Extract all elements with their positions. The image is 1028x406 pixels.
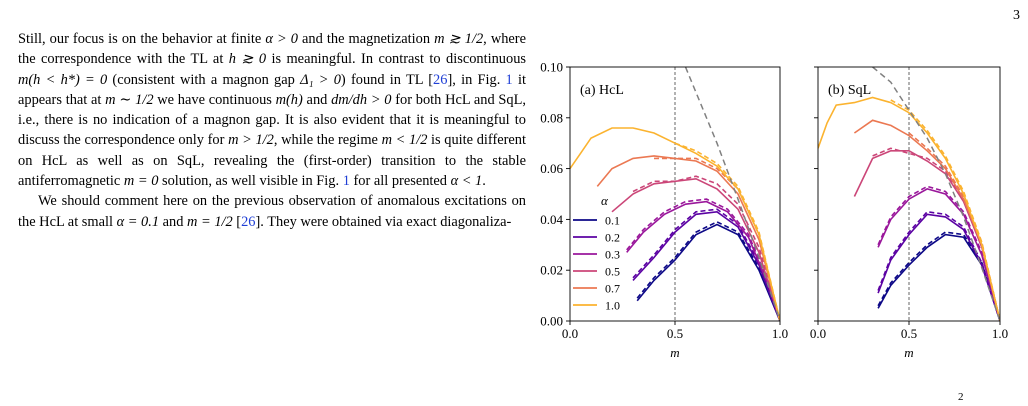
series-line-dashed <box>626 198 780 321</box>
y-tick-label: 0.08 <box>540 110 563 125</box>
math-expression: α < 1 <box>450 173 483 190</box>
math-expression: Δ₁ > 0 <box>300 71 341 88</box>
series-line-dashed <box>632 175 780 321</box>
x-tick-label: 1.0 <box>992 326 1008 341</box>
panel-label: (a) HcL <box>580 83 624 98</box>
text-run: is quite different on HcL as well as on … <box>18 132 526 190</box>
reference-link[interactable]: 26 <box>241 213 256 230</box>
text-run: for all presented <box>349 173 451 190</box>
page-number: 3 <box>1013 8 1020 23</box>
series-line-dashed <box>877 185 1000 321</box>
x-tick-label: 0.0 <box>810 326 826 341</box>
x-tick-label: 1.0 <box>772 326 788 341</box>
series-line-reference <box>684 67 780 321</box>
series-line-solid <box>570 127 780 321</box>
text-run: and <box>302 91 332 108</box>
panel-label: (b) SqL <box>828 83 871 98</box>
series-line-dashed <box>872 147 1000 321</box>
text-run: and the magnetization <box>297 31 435 47</box>
y-tick-label: 0.06 <box>540 161 563 176</box>
math-expression: m(h) <box>275 91 303 108</box>
x-tick-label: 0.5 <box>667 326 683 341</box>
text-run: for both HcL and SqL, i.e., there is no … <box>18 91 526 149</box>
math-expression: dm/dh > 0 <box>331 91 392 108</box>
math-expression: α > 0 <box>265 31 298 47</box>
math-expression: h ≳ 0 <box>228 51 267 68</box>
y-tick-label: 0.04 <box>540 212 563 227</box>
math-expression: m = 1/2 <box>187 213 233 230</box>
series-line-dashed <box>890 99 1000 321</box>
series-line-dashed <box>632 208 780 321</box>
paragraph: Still, our focus is on the behavior at f… <box>18 29 526 191</box>
chart-panel: 0.00.51.0m0.000.020.040.060.080.10m⊥²(a)… <box>508 60 788 361</box>
text-run: Still, our focus is on the behavior at f… <box>18 31 266 47</box>
paragraph: We should comment here on the previous o… <box>18 191 526 232</box>
x-tick-label: 0.0 <box>562 326 578 341</box>
legend-label: 1.0 <box>605 299 620 313</box>
text-run: and <box>159 213 188 230</box>
text-run: solution, as well visible in Fig. <box>158 173 343 190</box>
math-expression: m ∼ 1/2 <box>105 91 154 108</box>
math-expression: m(h < h*) = 0 <box>18 71 108 88</box>
math-expression: m ≳ 1/2 <box>434 31 484 47</box>
y-tick-label: 0.00 <box>540 314 563 329</box>
reference-link[interactable]: 1 <box>505 71 513 88</box>
text-run: ) found in TL [ <box>340 71 434 88</box>
text-run: (consistent with a magnon gap <box>107 71 301 88</box>
figure-canvas: 0.00.51.0m0.000.020.040.060.080.10m⊥²(a)… <box>508 60 1008 404</box>
series-line-solid <box>853 150 1000 321</box>
series-line-dashed <box>636 221 780 321</box>
series-line-solid <box>626 200 780 321</box>
figure: 0.00.51.0m0.000.020.040.060.080.10m⊥²(a)… <box>508 55 1028 404</box>
chart-panel: 0.0 0.5 1.0 m (b) SqL <box>810 66 1008 360</box>
plot-area <box>818 67 1000 321</box>
x-axis-label: m <box>904 345 913 360</box>
math-expression: α = 0.1 <box>116 213 160 230</box>
series-line-reference <box>872 67 1000 321</box>
x-axis-label: m <box>670 345 679 360</box>
legend-label: 0.2 <box>605 231 620 245</box>
y-tick-label: 0.02 <box>540 263 563 278</box>
text-run: we have continuous <box>153 91 276 108</box>
series-line-dashed <box>877 210 1000 321</box>
series-line-solid <box>818 96 1000 321</box>
y-tick-label: 0.10 <box>540 60 563 75</box>
text-run: is meaningful. In contrast to discontinu… <box>266 51 526 68</box>
reference-link[interactable]: 1 <box>342 173 350 190</box>
series-line-solid <box>853 119 1000 321</box>
series-line-dashed <box>908 132 1000 321</box>
caption-fragment: 2 <box>958 391 964 401</box>
text-run: it appears that at <box>18 71 526 108</box>
text-run: ], in Fig. <box>447 71 506 88</box>
legend-label: 0.7 <box>605 282 620 296</box>
series-line-solid <box>632 210 780 321</box>
text-run: [ <box>232 213 242 230</box>
math-expression: m > 1/2 <box>228 132 274 149</box>
legend-label: 0.3 <box>605 248 620 262</box>
text-run: ]. They were obtained via exact diagonal… <box>255 213 512 230</box>
math-expression: m = 0 <box>123 173 159 190</box>
x-tick-label: 0.5 <box>901 326 917 341</box>
series-line-solid <box>596 155 780 321</box>
legend-title: α <box>601 193 609 208</box>
series-line-solid <box>636 223 780 321</box>
legend-label: 0.1 <box>605 214 620 228</box>
plot-area <box>570 67 780 321</box>
text-run: We should comment here on the previous o… <box>18 193 526 230</box>
math-expression: m < 1/2 <box>381 132 428 149</box>
legend-label: 0.5 <box>605 265 620 279</box>
text-run: , where the correspondence with the TL a… <box>18 31 526 68</box>
text-run: . <box>482 173 486 190</box>
reference-link[interactable]: 26 <box>433 71 448 88</box>
series-line-solid <box>877 188 1000 321</box>
body-text-column: Still, our focus is on the behavior at f… <box>18 29 526 232</box>
series-line-dashed <box>674 142 780 321</box>
text-run: , while the regime <box>273 132 382 149</box>
